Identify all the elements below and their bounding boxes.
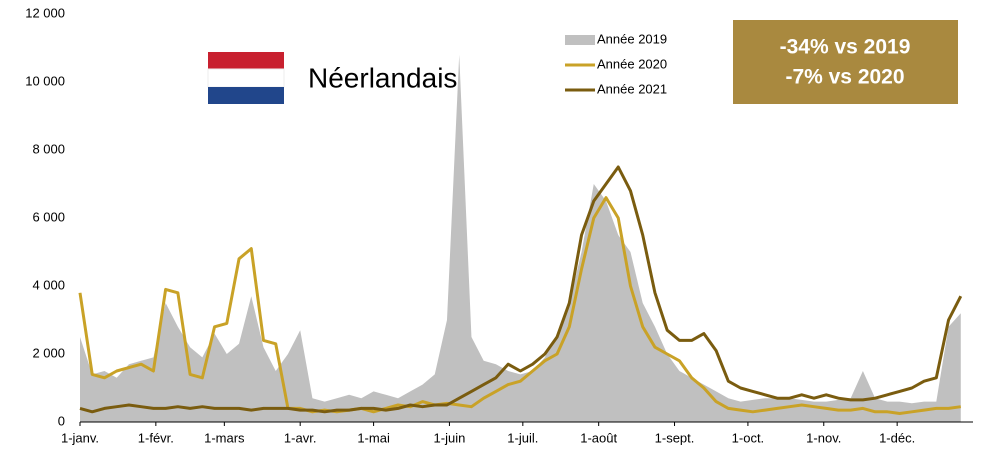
x-tick-label: 1-juil. bbox=[507, 430, 538, 445]
annotation-box bbox=[733, 20, 958, 104]
y-tick-label: 8 000 bbox=[32, 141, 65, 156]
x-tick-label: 1-mai bbox=[357, 430, 390, 445]
line bbox=[78, 196, 961, 415]
flag-white bbox=[207, 68, 285, 88]
flag-blue bbox=[208, 87, 284, 104]
x-tick-label: 1-avr. bbox=[284, 430, 317, 445]
annotation: -7% vs 2020 bbox=[785, 66, 904, 89]
x-tick-label: 1-oct. bbox=[732, 430, 765, 445]
annotation: -34% vs 2019 bbox=[780, 36, 911, 59]
x-tick-label: 1-juin bbox=[434, 430, 466, 445]
x-tick-label: 1-sept. bbox=[655, 430, 695, 445]
y-tick-label: 2 000 bbox=[32, 345, 65, 360]
x-tick-label: 1-août bbox=[580, 430, 617, 445]
line bbox=[79, 165, 963, 414]
legend-label: Année 2021 bbox=[597, 81, 667, 96]
chart-title: Néerlandais bbox=[308, 62, 457, 93]
x-tick-label: 1-nov. bbox=[806, 430, 841, 445]
flag-red bbox=[208, 52, 284, 69]
y-tick-label: 10 000 bbox=[25, 73, 65, 88]
flag bbox=[207, 52, 285, 104]
y-tick-label: 4 000 bbox=[32, 277, 65, 292]
x-tick-label: 1-mars bbox=[204, 430, 245, 445]
x-tick-label: 1-janv. bbox=[61, 430, 99, 445]
legend-label: Année 2020 bbox=[597, 56, 667, 71]
y-tick-label: 6 000 bbox=[32, 209, 65, 224]
area bbox=[80, 54, 961, 423]
y-tick-label: 12 000 bbox=[25, 5, 65, 20]
y-tick-label: 0 bbox=[58, 413, 65, 428]
legend-label: Année 2019 bbox=[597, 31, 667, 46]
x-tick-label: 1-févr. bbox=[138, 430, 174, 445]
plot: 0 2 000 4 000 6 000 8 000 10 000 12 000 1-janv.… bbox=[25, 5, 973, 445]
x-tick-label: 1-déc. bbox=[879, 430, 915, 445]
legend-swatch bbox=[565, 35, 595, 45]
